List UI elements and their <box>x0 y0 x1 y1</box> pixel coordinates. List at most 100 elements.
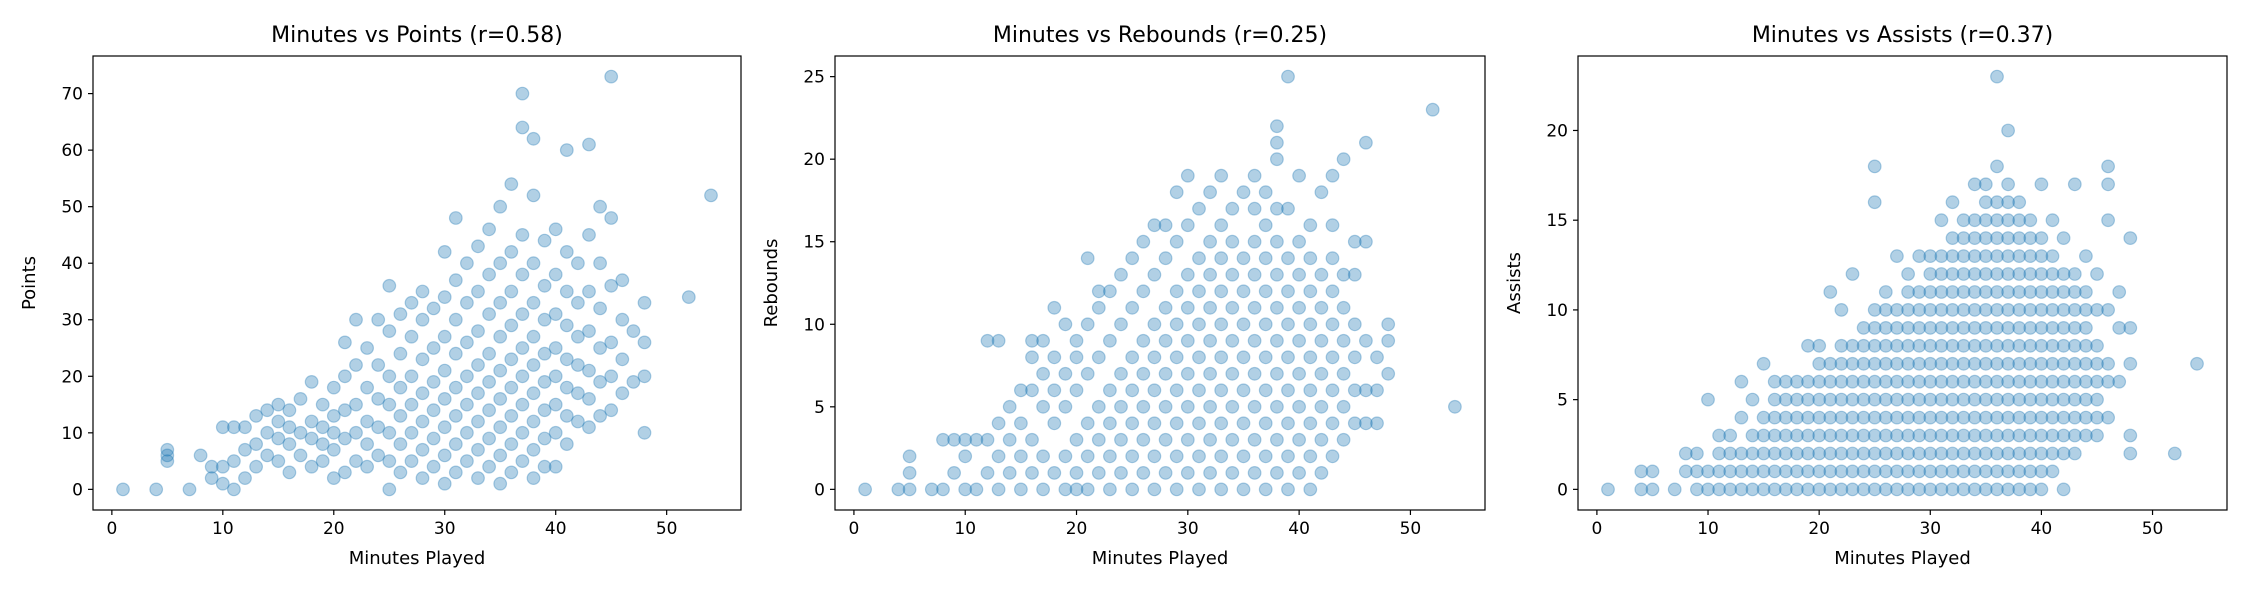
data-point <box>1080 449 1095 464</box>
data-point <box>1845 374 1860 389</box>
data-point <box>1336 267 1351 282</box>
data-point <box>448 437 463 452</box>
data-point <box>1147 383 1162 398</box>
data-point <box>604 69 619 84</box>
data-point <box>548 459 563 474</box>
data-point <box>382 369 397 384</box>
data-point <box>1114 366 1128 381</box>
data-point <box>448 312 463 327</box>
data-point <box>382 278 397 293</box>
data-point <box>1069 383 1084 398</box>
data-point <box>1214 350 1229 365</box>
data-point <box>1225 201 1240 216</box>
data-point <box>349 397 363 412</box>
data-point <box>1069 350 1084 365</box>
data-point <box>1789 374 1804 389</box>
data-point <box>1281 284 1295 299</box>
data-point <box>571 414 585 429</box>
data-point <box>1867 321 1882 335</box>
data-point <box>1834 392 1849 407</box>
data-point <box>1901 303 1915 317</box>
y-tick-label: 20 <box>803 150 825 170</box>
data-point <box>482 222 497 237</box>
data-point <box>1136 284 1151 299</box>
data-point <box>1767 482 1782 497</box>
y-tick-label: 20 <box>61 367 83 387</box>
data-point <box>371 448 386 463</box>
data-point <box>1923 267 1938 281</box>
y-tick-label: 0 <box>1557 480 1568 500</box>
data-point <box>1192 416 1206 431</box>
data-point <box>1058 482 1073 497</box>
data-point <box>315 437 330 452</box>
data-point <box>1801 446 1815 461</box>
data-point <box>482 307 497 322</box>
data-point <box>460 335 474 350</box>
data-point <box>1169 185 1184 200</box>
data-point <box>1147 482 1162 497</box>
data-point <box>1945 410 1960 425</box>
data-point <box>1867 428 1882 443</box>
data-point <box>1236 383 1251 398</box>
data-point <box>1990 285 2004 299</box>
data-point <box>1967 249 1982 264</box>
data-point <box>991 449 1006 464</box>
data-point <box>1823 464 1838 479</box>
y-axis-label: Assists <box>1504 252 1525 314</box>
data-point <box>2067 267 2082 281</box>
data-point <box>2034 177 2049 192</box>
data-point <box>1990 482 2004 497</box>
data-point <box>604 369 619 384</box>
data-point <box>2023 303 2038 317</box>
data-point <box>1867 374 1882 389</box>
data-point <box>1036 449 1050 464</box>
data-point <box>493 476 508 491</box>
data-point <box>238 420 252 435</box>
data-point <box>1778 446 1793 461</box>
data-point <box>1025 333 1039 348</box>
data-point <box>1634 482 1649 497</box>
data-point <box>1934 285 1949 299</box>
data-point <box>2034 356 2049 371</box>
data-point <box>1889 446 1904 461</box>
data-point <box>2023 356 2038 371</box>
data-point <box>1867 446 1882 461</box>
data-point <box>1723 482 1738 497</box>
data-point <box>2045 213 2060 228</box>
data-point <box>604 403 619 418</box>
data-point <box>1967 464 1982 479</box>
data-point <box>2001 177 2015 192</box>
data-point <box>1889 428 1904 443</box>
data-point <box>1845 267 1860 281</box>
data-point <box>604 335 619 350</box>
data-point <box>1934 392 1949 407</box>
data-point <box>1945 428 1960 443</box>
data-point <box>1967 285 1982 299</box>
data-point <box>226 420 241 435</box>
data-point <box>1990 321 2004 335</box>
data-point <box>1812 428 1827 443</box>
data-point <box>1358 234 1373 249</box>
data-point <box>1812 338 1827 353</box>
data-point <box>1723 446 1738 461</box>
data-point <box>1878 374 1893 389</box>
data-point <box>2045 303 2060 317</box>
data-point <box>1058 449 1073 464</box>
data-point <box>204 471 219 486</box>
data-point <box>2101 303 2116 317</box>
data-point <box>1281 416 1295 431</box>
data-point <box>437 363 452 378</box>
data-point <box>1014 482 1028 497</box>
data-point <box>238 471 252 486</box>
data-point <box>2001 428 2015 443</box>
data-point <box>460 369 474 384</box>
data-point <box>2056 267 2071 281</box>
data-point <box>2012 374 2027 389</box>
data-point <box>980 432 995 447</box>
data-point <box>260 425 275 440</box>
data-point <box>471 386 485 401</box>
data-point <box>1945 249 1960 264</box>
data-point <box>958 432 973 447</box>
data-point <box>1834 303 1849 317</box>
data-point <box>1236 416 1251 431</box>
